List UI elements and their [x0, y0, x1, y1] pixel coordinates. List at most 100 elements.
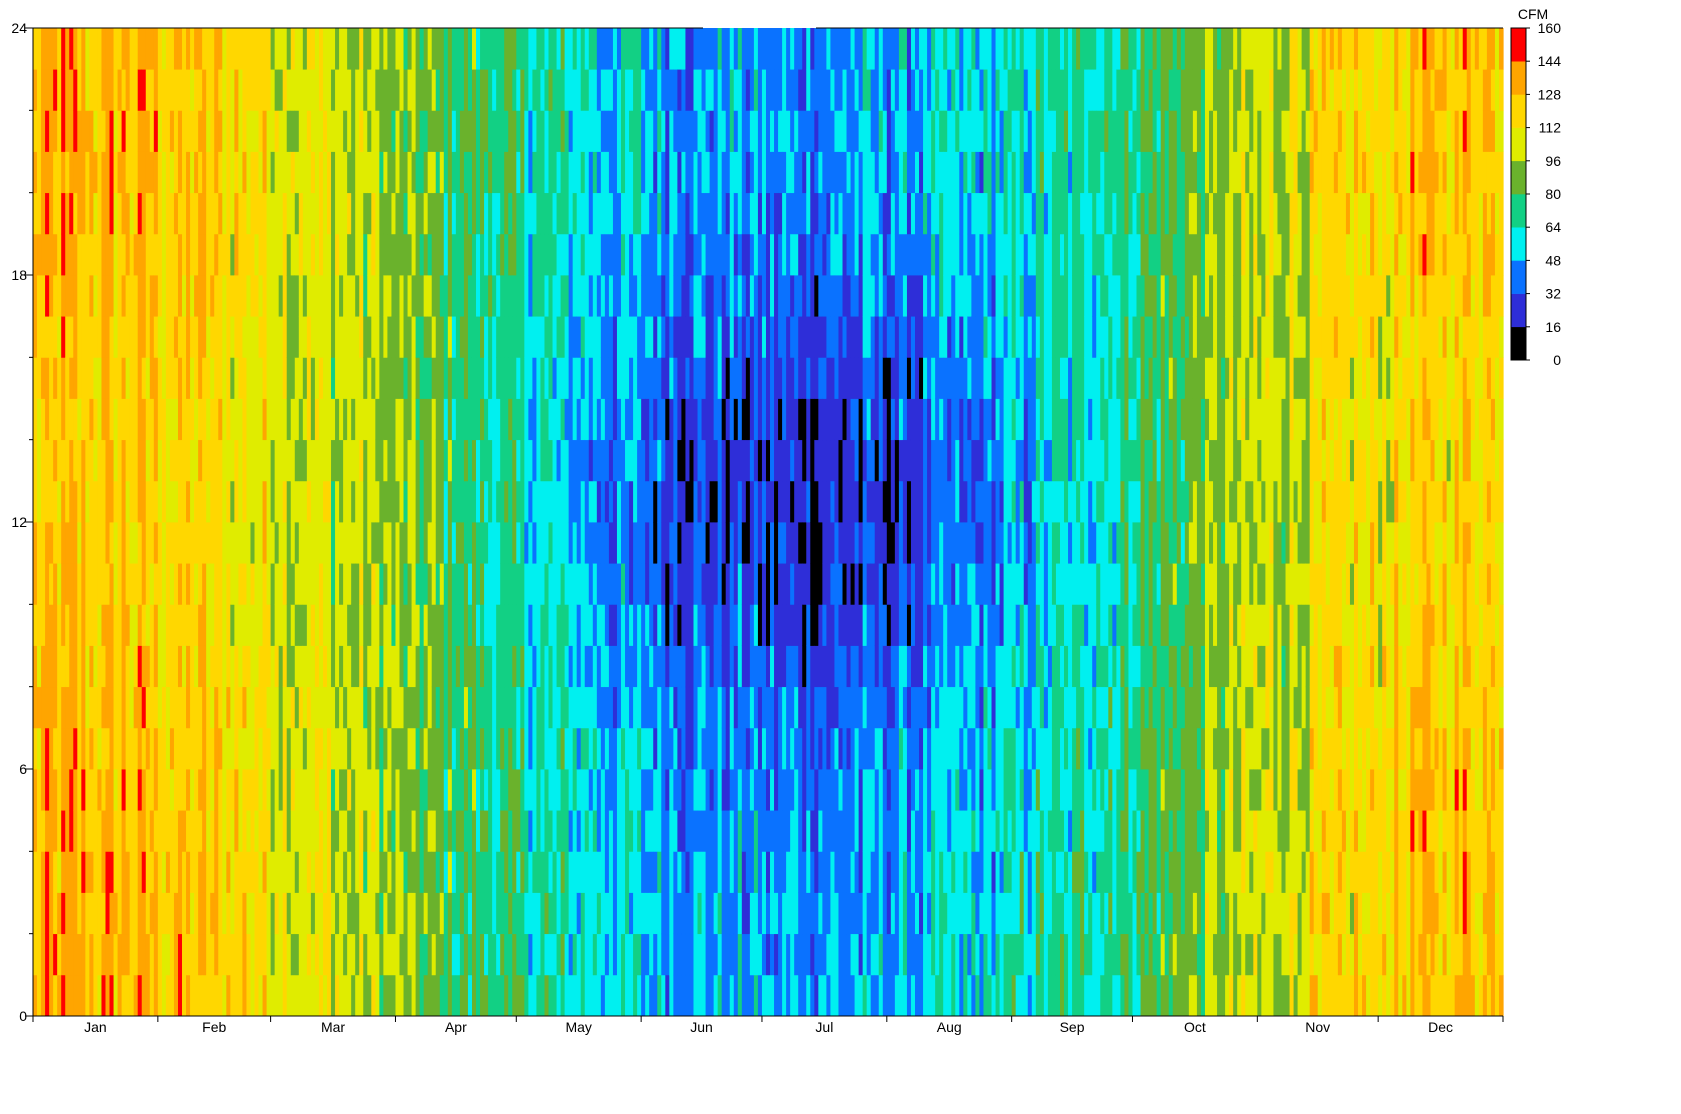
heatmap-cell: [439, 69, 445, 111]
heatmap-cell: [596, 974, 602, 1017]
heatmap-cell: [866, 851, 872, 893]
heatmap-cell: [588, 810, 594, 852]
heatmap-cell: [335, 192, 340, 235]
heatmap-cell: [649, 892, 654, 935]
heatmap-cell: [459, 810, 465, 852]
heatmap-cell: [447, 851, 453, 893]
heatmap-cell: [637, 28, 642, 70]
heatmap-cell: [576, 974, 582, 1017]
heatmap-cell: [137, 69, 143, 111]
heatmap-cell: [786, 933, 791, 976]
heatmap-cell: [65, 892, 70, 935]
heatmap-cell: [186, 316, 191, 358]
heatmap-cell: [540, 192, 546, 235]
heatmap-cell: [427, 563, 433, 605]
heatmap-cell: [306, 851, 312, 893]
heatmap-cell: [77, 316, 82, 358]
heatmap-cell: [681, 316, 687, 358]
heatmap-cell: [89, 645, 95, 688]
heatmap-cell: [830, 192, 836, 235]
heatmap-cell: [496, 28, 501, 70]
heatmap-cell: [137, 563, 143, 605]
heatmap-cell: [210, 727, 215, 770]
heatmap-cell: [399, 933, 405, 976]
heatmap-cell: [508, 522, 513, 564]
heatmap-cell: [121, 110, 127, 152]
heatmap-cell: [447, 563, 453, 605]
heatmap-cell: [749, 727, 755, 770]
heatmap-cell: [439, 316, 445, 358]
heatmap-cell: [770, 686, 775, 729]
heatmap-cell: [492, 357, 497, 399]
heatmap-cell: [467, 275, 473, 317]
heatmap-cell: [367, 933, 372, 976]
heatmap-cell: [749, 28, 755, 70]
heatmap-cell: [790, 233, 795, 276]
heatmap-cell: [89, 192, 95, 235]
heatmap-cell: [729, 233, 735, 276]
heatmap-cell: [592, 604, 598, 646]
heatmap-cell: [335, 357, 340, 399]
heatmap-cell: [339, 110, 344, 152]
heatmap-cell: [492, 151, 497, 194]
heatmap-cell: [621, 398, 626, 441]
heatmap-cell: [774, 192, 779, 235]
heatmap-cell: [238, 974, 244, 1017]
heatmap-cell: [93, 933, 99, 976]
heatmap-cell: [190, 398, 195, 441]
heatmap-cell: [657, 933, 662, 976]
heatmap-cell: [105, 275, 111, 317]
heatmap-cell: [572, 275, 578, 317]
heatmap-cell: [327, 851, 332, 893]
heatmap-cell: [798, 522, 803, 564]
heatmap-cell: [435, 28, 441, 70]
heatmap-cell: [612, 439, 618, 482]
heatmap-cell: [262, 645, 268, 688]
heatmap-cell: [375, 398, 380, 441]
heatmap-cell: [403, 563, 409, 605]
heatmap-cell: [214, 727, 219, 770]
heatmap-cell: [254, 892, 260, 935]
heatmap-cell: [480, 316, 485, 358]
heatmap-cell: [250, 233, 256, 276]
heatmap-cell: [826, 810, 832, 852]
heatmap-cell: [572, 563, 578, 605]
heatmap-cell: [443, 686, 449, 729]
heatmap-cell: [854, 357, 860, 399]
heatmap-cell: [536, 110, 542, 152]
heatmap-cell: [681, 769, 687, 811]
heatmap-cell: [520, 810, 525, 852]
heatmap-cell: [443, 28, 449, 70]
heatmap-cell: [717, 357, 723, 399]
heatmap-cell: [782, 851, 787, 893]
heatmap-cell: [616, 439, 622, 482]
heatmap-cell: [802, 851, 807, 893]
heatmap-cell: [681, 28, 687, 70]
heatmap-cell: [286, 769, 292, 811]
heatmap-cell: [435, 810, 441, 852]
heatmap-cell: [254, 686, 260, 729]
heatmap-cell: [765, 604, 771, 646]
heatmap-cell: [121, 933, 127, 976]
heatmap-cell: [194, 892, 199, 935]
heatmap-cell: [399, 69, 405, 111]
heatmap-cell: [770, 398, 775, 441]
heatmap-cell: [286, 892, 292, 935]
heatmap-cell: [431, 192, 437, 235]
heatmap-cell: [492, 28, 497, 70]
heatmap-cell: [318, 810, 324, 852]
heatmap-cell: [57, 69, 62, 111]
heatmap-cell: [540, 933, 546, 976]
heatmap-cell: [81, 69, 86, 111]
heatmap-cell: [238, 604, 244, 646]
heatmap-cell: [129, 604, 135, 646]
heatmap-cell: [471, 727, 477, 770]
heatmap-cell: [471, 563, 477, 605]
heatmap-cell: [790, 851, 795, 893]
heatmap-cell: [169, 974, 175, 1017]
heatmap-cell: [246, 686, 252, 729]
heatmap-cell: [604, 480, 610, 523]
heatmap-cell: [657, 892, 662, 935]
heatmap-cell: [463, 563, 469, 605]
heatmap-cell: [294, 686, 300, 729]
